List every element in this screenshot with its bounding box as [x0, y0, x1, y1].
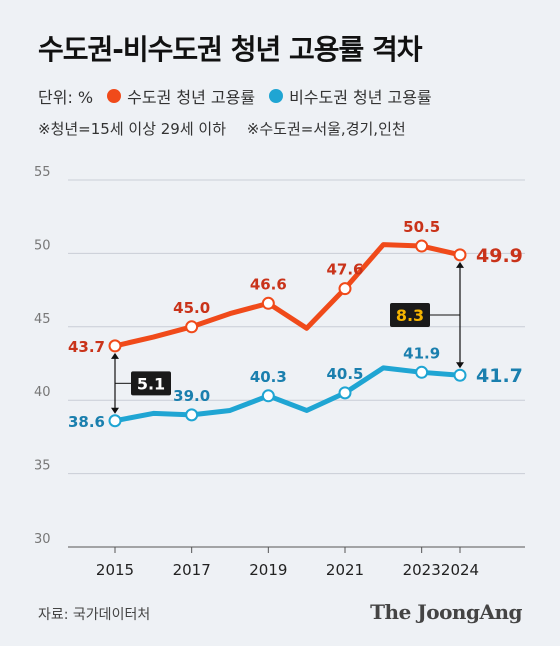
series-line-noncapital [112, 365, 463, 424]
legend-item-noncapital: 비수도권 청년 고용률 [269, 84, 432, 108]
legend-item-capital: 수도권 청년 고용률 [107, 84, 255, 108]
y-tick-label: 35 [34, 459, 51, 474]
x-tick-label: 2021 [326, 561, 364, 579]
data-label-noncapital: 39.0 [173, 387, 210, 405]
data-point-capital [108, 339, 122, 353]
data-label-capital: 46.6 [250, 275, 287, 293]
y-tick-label: 30 [34, 532, 51, 547]
data-point-noncapital [261, 389, 275, 403]
data-label-noncapital: 41.9 [403, 344, 440, 362]
x-tick-label: 2015 [96, 561, 134, 579]
gap-value: 8.3 [396, 306, 424, 325]
data-label-capital: 47.6 [326, 261, 363, 279]
data-point-noncapital [453, 368, 467, 382]
x-tick-label: 2017 [173, 561, 211, 579]
legend-dot-capital [107, 89, 122, 103]
gap-arrow-down [456, 362, 464, 369]
gap-box [390, 303, 430, 328]
y-tick-label: 55 [34, 165, 51, 180]
data-point-capital [185, 320, 199, 334]
x-tick-label: 2019 [249, 561, 287, 579]
gap-arrow-up [456, 261, 464, 268]
data-point-noncapital [415, 365, 429, 379]
source-note: 자료: 국가데이터처 [38, 607, 151, 623]
data-label-capital: 43.7 [68, 338, 105, 356]
y-tick-label: 40 [34, 385, 51, 400]
legend-label-capital: 수도권 청년 고용률 [127, 88, 256, 107]
gap-value: 5.1 [137, 374, 165, 393]
x-tick-label: 2024 [441, 561, 479, 579]
data-label-noncapital: 40.5 [326, 365, 363, 383]
data-label-capital: 45.0 [173, 299, 210, 317]
data-label-capital: 49.9 [476, 245, 523, 267]
line-chart: 55 50 45 40 35 30 2015 2017 2019 2021 2023 2024 43.7… [34, 165, 525, 579]
note-youth: ※청년=15세 이상 29세 이하 [38, 120, 227, 138]
unit-label: 단위: % [38, 88, 94, 107]
legend-dot-noncapital [269, 89, 284, 103]
legend: 단위: % 수도권 청년 고용률 비수도권 청년 고용률 [38, 84, 432, 108]
data-label-capital: 50.5 [403, 218, 440, 236]
data-point-noncapital [185, 408, 199, 422]
data-point-capital [415, 239, 429, 253]
notes: ※청년=15세 이상 29세 이하 ※수도권=서울,경기,인천 [38, 118, 422, 139]
series-line-capital [112, 242, 463, 349]
data-label-noncapital: 40.3 [250, 368, 287, 386]
note-capital: ※수도권=서울,경기,인천 [246, 120, 406, 138]
data-point-capital [453, 248, 467, 262]
data-point-capital [338, 282, 352, 296]
data-label-noncapital: 38.6 [68, 413, 105, 431]
brand-logo: The JoongAng [370, 600, 522, 624]
legend-label-noncapital: 비수도권 청년 고용률 [289, 88, 432, 107]
gap-arrow-down [111, 407, 119, 414]
chart-title: 수도권-비수도권 청년 고용률 격차 [38, 33, 423, 66]
y-tick-label: 50 [34, 238, 51, 253]
data-point-noncapital [108, 414, 122, 428]
data-label-noncapital: 41.7 [476, 365, 523, 387]
data-point-capital [261, 296, 275, 310]
gap-arrow-up [111, 352, 119, 359]
x-tick-label: 2023 [403, 561, 441, 579]
y-tick-label: 45 [34, 312, 51, 327]
data-point-noncapital [338, 386, 352, 400]
gap-box [131, 371, 171, 396]
